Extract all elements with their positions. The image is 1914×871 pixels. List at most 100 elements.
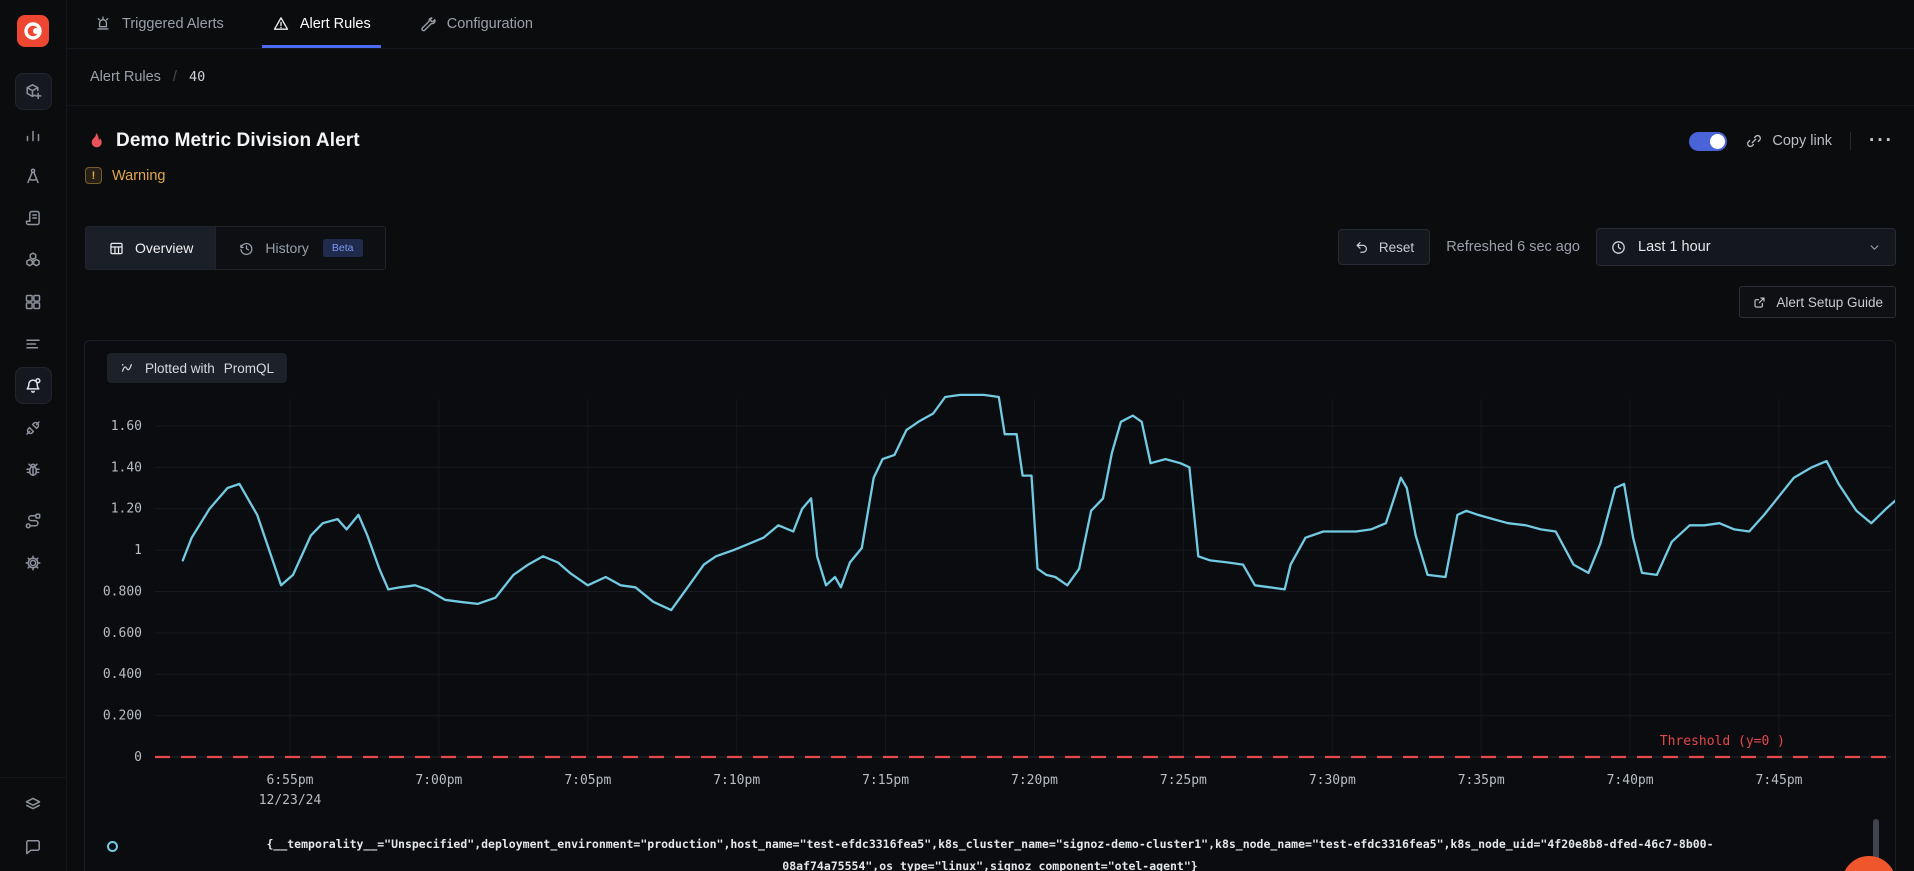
svg-text:7:35pm: 7:35pm [1458, 773, 1505, 788]
plotted-with-chip: Plotted with PromQL [107, 353, 288, 383]
scrollbar-thumb[interactable] [1873, 819, 1879, 865]
bar-chart-icon [26, 130, 40, 141]
reset-button[interactable]: Reset [1337, 229, 1431, 265]
drafting-compass-icon [27, 167, 39, 183]
svg-text:7:15pm: 7:15pm [862, 773, 909, 788]
svg-text:7:40pm: 7:40pm [1607, 773, 1654, 788]
sidebar-item-services[interactable] [15, 241, 52, 278]
breadcrumb-rule-id: 40 [188, 69, 206, 85]
link-icon [1747, 134, 1762, 148]
breadcrumb-section[interactable]: Alert Rules [90, 69, 161, 85]
table-icon [110, 242, 123, 254]
chart-panel: Plotted with PromQL 0 0.200 0.400 0.600 0.80… [84, 340, 1896, 871]
copy-link-label: Copy link [1772, 133, 1833, 149]
timeseries-chart: 0 0.200 0.400 0.600 0.800 1 1.20 1.40 1.60 6:55pm… [103, 393, 1895, 808]
tab-overview-label: Overview [135, 240, 194, 256]
title-left: Demo Metric Division Alert [85, 130, 360, 152]
alert-triangle-icon [273, 17, 288, 30]
chat-icon [26, 839, 40, 854]
sidebar-item-alerts[interactable] [14, 367, 52, 404]
layers-icon [25, 797, 41, 809]
sidebar-item-support[interactable] [15, 828, 52, 865]
logo-eye-icon [24, 22, 42, 40]
breadcrumb-separator: / [172, 69, 177, 85]
sidebar-item-logs[interactable] [15, 199, 52, 236]
svg-text:7:10pm: 7:10pm [713, 773, 760, 788]
more-actions-button[interactable]: ··· [1869, 130, 1894, 151]
alert-setup-guide-button[interactable]: Alert Setup Guide [1739, 286, 1896, 318]
svg-text:12/23/24: 12/23/24 [259, 793, 322, 808]
bug-icon [26, 462, 40, 476]
setup-guide-row: Alert Setup Guide [1739, 286, 1896, 318]
svg-text:7:25pm: 7:25pm [1160, 773, 1207, 788]
sidebar-bottom [0, 777, 66, 871]
svg-text:7:00pm: 7:00pm [415, 773, 462, 788]
tab-configuration[interactable]: Configuration [415, 0, 537, 48]
copy-link-button[interactable]: Copy link [1745, 132, 1832, 150]
svg-text:1: 1 [134, 543, 142, 558]
sidebar-item-exceptions[interactable] [15, 451, 52, 488]
sidebar-item-dashboards[interactable] [15, 283, 52, 320]
grid-icon [25, 294, 41, 309]
svg-text:Threshold (y=0 ): Threshold (y=0 ) [1660, 734, 1785, 749]
chevron-down-wrap [1867, 240, 1882, 255]
history-icon [240, 242, 253, 255]
siren-icon [97, 16, 109, 30]
sidebar-item-versions[interactable] [15, 786, 52, 823]
flame-icon [91, 132, 102, 148]
route-icon [25, 512, 41, 528]
reset-label: Reset [1378, 239, 1415, 255]
help-chat-fab[interactable] [1842, 856, 1896, 871]
beta-badge: Beta [322, 239, 363, 257]
tab-overview[interactable]: Overview [86, 227, 216, 269]
tab-label: Triggered Alerts [122, 16, 224, 32]
page-title: Demo Metric Division Alert [116, 130, 360, 151]
sidebar-item-integrations[interactable] [15, 409, 52, 446]
hexagons-icon [26, 251, 40, 266]
bell-dot-icon [26, 377, 41, 393]
line-curve-icon [121, 363, 132, 372]
title-actions: Copy link ··· [1689, 130, 1894, 151]
tab-history-label: History [265, 240, 309, 256]
sidebar-item-pipelines[interactable] [15, 502, 52, 539]
svg-text:6:55pm: 6:55pm [267, 773, 314, 788]
legend-line-2: 08af74a75554",os_type="linux",signoz_com… [782, 859, 1198, 871]
undo-icon [1356, 242, 1367, 253]
severity-row: ! Warning [85, 167, 165, 184]
enable-toggle[interactable] [1689, 131, 1728, 151]
divider [1850, 132, 1852, 150]
time-range-value: Last 1 hour [1638, 239, 1711, 255]
sidebar [0, 0, 67, 871]
view-tabs: Overview History Beta [85, 226, 386, 270]
legend-series-marker[interactable] [107, 841, 118, 852]
toggle-knob [1710, 133, 1726, 149]
tab-label: Configuration [446, 16, 533, 32]
setup-guide-label: Alert Setup Guide [1776, 294, 1883, 310]
tab-triggered-alerts[interactable]: Triggered Alerts [90, 0, 228, 48]
legend-line-1: {__temporality__="Unspecified",deploymen… [266, 837, 1714, 851]
signoz-logo[interactable] [17, 15, 49, 47]
sidebar-item-settings[interactable] [15, 544, 52, 581]
sidebar-item-metrics[interactable] [15, 115, 52, 152]
svg-text:0: 0 [134, 750, 142, 765]
chevron-down-icon [1870, 244, 1879, 250]
sidebar-item-traces[interactable] [15, 157, 52, 194]
time-range-select[interactable]: Last 1 hour [1596, 228, 1896, 266]
plotted-with-label: Plotted with [145, 360, 215, 376]
svg-text:0.400: 0.400 [103, 667, 142, 682]
box-plus-icon [26, 83, 42, 99]
sidebar-item-get-started[interactable] [14, 73, 52, 110]
tab-history[interactable]: History Beta [215, 227, 384, 269]
sidebar-item-messaging-queues[interactable] [15, 325, 52, 362]
title-row: Demo Metric Division Alert Copy link ··· [85, 130, 1894, 152]
query-engine-label: PromQL [223, 360, 275, 376]
tab-alert-rules[interactable]: Alert Rules [261, 0, 381, 48]
scroll-text-icon [25, 210, 40, 225]
chart-legend[interactable]: {__temporality__="Unspecified",deploymen… [205, 833, 1775, 871]
tab-label: Alert Rules [299, 16, 371, 32]
chart-controls: Reset Refreshed 6 sec ago Last 1 hour [1337, 228, 1896, 266]
external-link-icon [1754, 296, 1765, 308]
svg-text:7:45pm: 7:45pm [1756, 773, 1803, 788]
top-nav: Triggered Alerts Alert Rules Configurati… [67, 0, 1914, 49]
plug-icon [26, 420, 40, 435]
